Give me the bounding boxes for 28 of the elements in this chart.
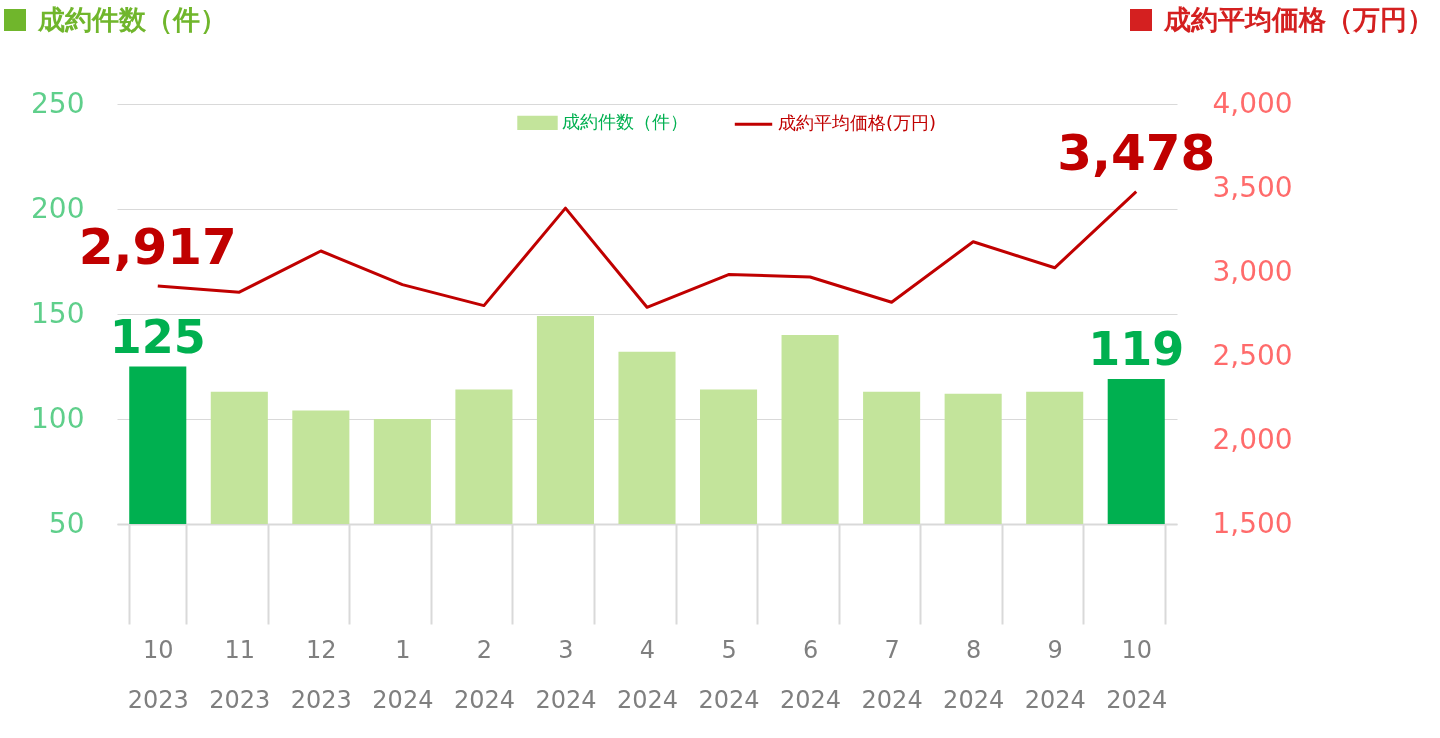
y2-tick-label: 2,000 bbox=[1212, 422, 1293, 456]
y2-tick-label: 3,000 bbox=[1212, 254, 1293, 288]
data-label: 119 bbox=[1088, 322, 1185, 377]
x-tick-label: 6 2024 bbox=[780, 635, 842, 714]
y-tick-label: 100 bbox=[31, 401, 85, 435]
y2-tick-label: 2,500 bbox=[1212, 338, 1293, 372]
x-tick-label: 7 2024 bbox=[861, 635, 923, 714]
y-tick-label: 250 bbox=[31, 86, 85, 120]
y-tick-label: 50 bbox=[48, 506, 85, 540]
x-tick-label: 5 2024 bbox=[698, 635, 760, 714]
data-label: 125 bbox=[109, 309, 206, 364]
legend-label: 成約件数（件） bbox=[562, 110, 688, 132]
x-tick-label: 12 2023 bbox=[290, 635, 352, 714]
y2-tick-label: 1,500 bbox=[1212, 506, 1293, 540]
y2-axis-title: 成約平均価格（万円） bbox=[1164, 3, 1434, 37]
y-axis-title: 成約件数（件） bbox=[38, 3, 227, 37]
x-tick-label: 1 2024 bbox=[372, 635, 434, 714]
x-tick-label: 2 2024 bbox=[453, 635, 515, 714]
x-tick-label: 3 2024 bbox=[535, 635, 597, 714]
y2-tick-label: 4,000 bbox=[1212, 86, 1293, 120]
x-tick-label: 10 2024 bbox=[1106, 635, 1168, 714]
legend-label: 成約平均価格(万円) bbox=[778, 112, 937, 134]
x-tick-label: 10 2023 bbox=[127, 635, 189, 714]
x-tick-label: 9 2024 bbox=[1024, 635, 1086, 714]
x-tick-label: 11 2023 bbox=[209, 635, 271, 714]
x-tick-label: 8 2024 bbox=[943, 635, 1005, 714]
x-tick-label: 4 2024 bbox=[616, 635, 679, 714]
y-tick-label: 150 bbox=[31, 296, 85, 330]
